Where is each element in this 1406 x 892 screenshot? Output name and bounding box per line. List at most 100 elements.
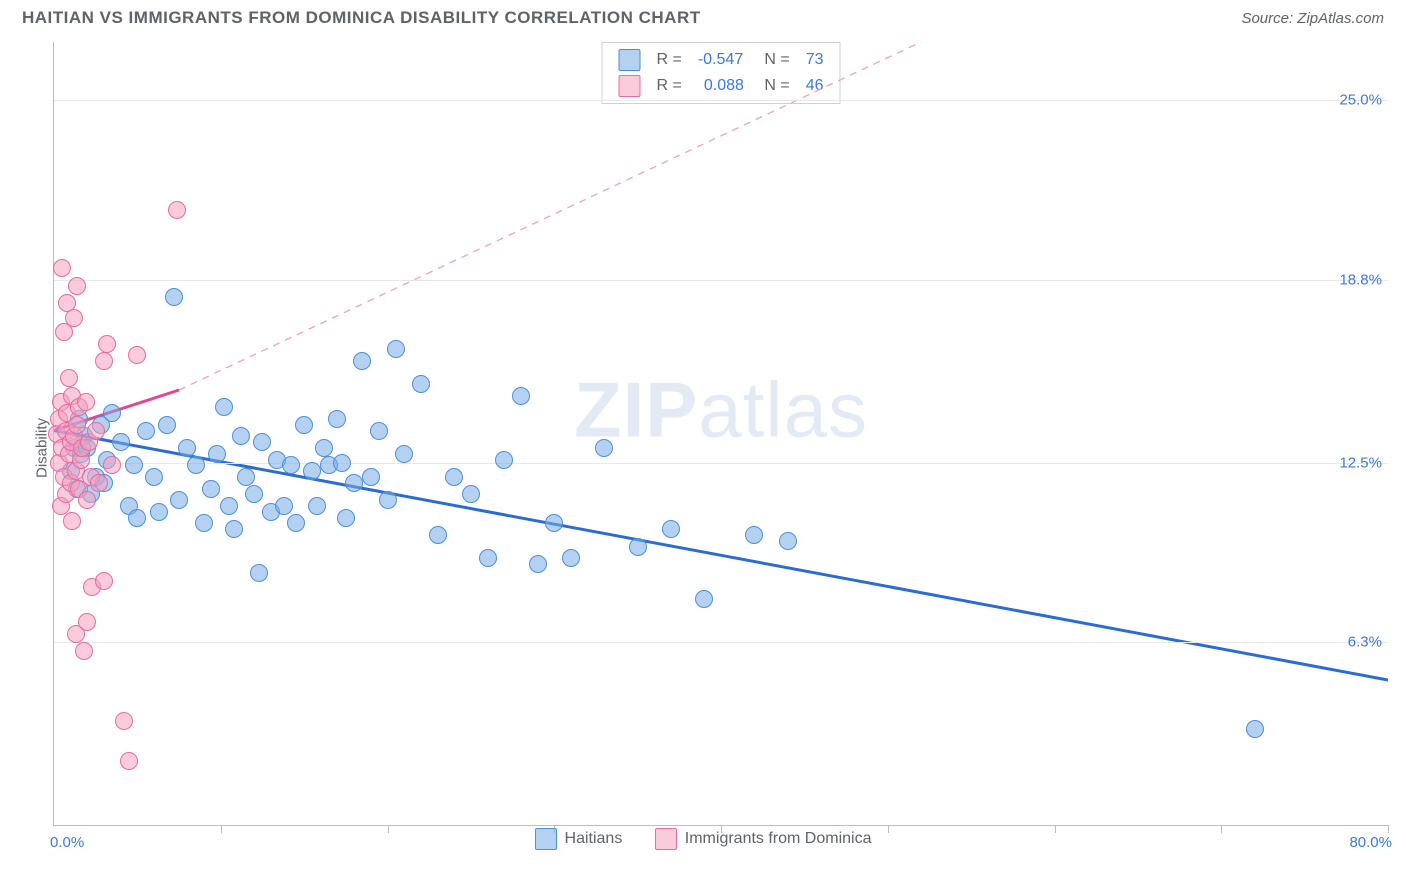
y-axis-label: Disability — [34, 418, 51, 478]
watermark-rest: atlas — [698, 366, 868, 454]
data-point — [232, 427, 250, 445]
data-point — [295, 416, 313, 434]
data-point — [412, 375, 430, 393]
data-point — [53, 259, 71, 277]
chart-container: Disability ZIPatlas R = -0.547 N = 73 R … — [18, 42, 1388, 854]
data-point — [395, 445, 413, 463]
data-point — [137, 422, 155, 440]
data-point — [745, 526, 763, 544]
data-point — [275, 497, 293, 515]
chart-title: HAITIAN VS IMMIGRANTS FROM DOMINICA DISA… — [22, 8, 701, 28]
data-point — [178, 439, 196, 457]
grid-line — [54, 100, 1388, 101]
data-point — [779, 532, 797, 550]
data-point — [95, 572, 113, 590]
data-point — [95, 352, 113, 370]
data-point — [63, 512, 81, 530]
data-point — [479, 549, 497, 567]
data-point — [225, 520, 243, 538]
data-point — [168, 201, 186, 219]
data-point — [353, 352, 371, 370]
data-point — [429, 526, 447, 544]
swatch-blue-icon — [535, 828, 557, 850]
data-point — [328, 410, 346, 428]
data-point — [165, 288, 183, 306]
legend-item-haitians: Haitians — [535, 828, 623, 850]
data-point — [662, 520, 680, 538]
data-point — [187, 456, 205, 474]
data-point — [115, 712, 133, 730]
y-tick-label: 18.8% — [1339, 271, 1382, 288]
data-point — [77, 393, 95, 411]
plot-area: ZIPatlas R = -0.547 N = 73 R = 0.088 N =… — [53, 42, 1388, 826]
data-point — [75, 642, 93, 660]
correlation-legend: R = -0.547 N = 73 R = 0.088 N = 46 — [602, 42, 841, 104]
data-point — [208, 445, 226, 463]
watermark-bold: ZIP — [574, 366, 698, 454]
swatch-blue — [619, 49, 641, 71]
data-point — [362, 468, 380, 486]
data-point — [195, 514, 213, 532]
data-point — [315, 439, 333, 457]
data-point — [103, 456, 121, 474]
legend-label-0: Haitians — [565, 830, 623, 847]
data-point — [462, 485, 480, 503]
data-point — [128, 346, 146, 364]
data-point — [379, 491, 397, 509]
data-point — [220, 497, 238, 515]
data-point — [78, 613, 96, 631]
data-point — [512, 387, 530, 405]
data-point — [112, 433, 130, 451]
grid-line — [54, 463, 1388, 464]
data-point — [150, 503, 168, 521]
data-point — [125, 456, 143, 474]
y-tick-label: 6.3% — [1348, 634, 1382, 651]
data-point — [282, 456, 300, 474]
data-point — [202, 480, 220, 498]
data-point — [103, 404, 121, 422]
data-point — [60, 369, 78, 387]
data-point — [445, 468, 463, 486]
legend-label-1: Immigrants from Dominica — [685, 830, 872, 847]
data-point — [245, 485, 263, 503]
n-pink: 46 — [798, 73, 832, 99]
data-point — [87, 422, 105, 440]
x-tick — [1388, 825, 1389, 833]
data-point — [158, 416, 176, 434]
data-point — [345, 474, 363, 492]
r-blue: -0.547 — [690, 47, 752, 73]
legend-row-pink: R = 0.088 N = 46 — [611, 73, 832, 99]
data-point — [65, 309, 83, 327]
source-label: Source: ZipAtlas.com — [1241, 10, 1384, 27]
swatch-pink — [619, 75, 641, 97]
y-tick-label: 12.5% — [1339, 454, 1382, 471]
data-point — [333, 454, 351, 472]
data-point — [215, 398, 233, 416]
data-point — [98, 335, 116, 353]
data-point — [90, 474, 108, 492]
watermark: ZIPatlas — [574, 365, 868, 456]
grid-line — [54, 642, 1388, 643]
data-point — [250, 564, 268, 582]
data-point — [562, 549, 580, 567]
data-point — [337, 509, 355, 527]
series-legend: Haitians Immigrants from Dominica — [18, 828, 1388, 850]
data-point — [695, 590, 713, 608]
data-point — [1246, 720, 1264, 738]
data-point — [308, 497, 326, 515]
data-point — [529, 555, 547, 573]
data-point — [595, 439, 613, 457]
data-point — [629, 538, 647, 556]
r-pink: 0.088 — [690, 73, 752, 99]
data-point — [545, 514, 563, 532]
swatch-pink-icon — [655, 828, 677, 850]
legend-item-dominica: Immigrants from Dominica — [655, 828, 872, 850]
data-point — [68, 277, 86, 295]
data-point — [237, 468, 255, 486]
data-point — [128, 509, 146, 527]
legend-row-blue: R = -0.547 N = 73 — [611, 47, 832, 73]
data-point — [120, 752, 138, 770]
data-point — [78, 491, 96, 509]
trend-lines — [54, 42, 1388, 825]
data-point — [145, 468, 163, 486]
